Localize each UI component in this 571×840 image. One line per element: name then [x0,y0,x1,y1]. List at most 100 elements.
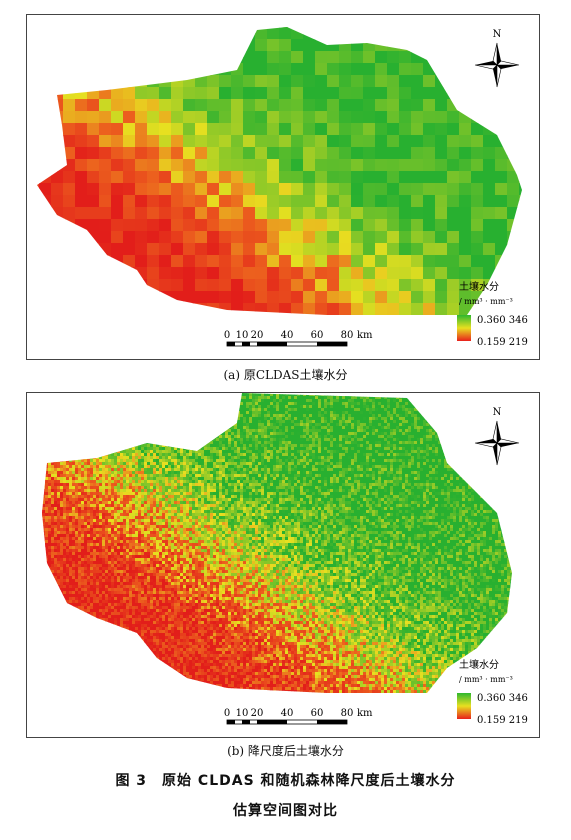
raster-cell [195,267,208,280]
raster-cell [183,243,196,256]
raster-cell [174,426,178,430]
raster-cell [84,429,88,433]
raster-cell [309,408,313,412]
raster-cell [162,423,166,427]
raster-cell [456,444,460,448]
raster-cell [504,405,508,409]
raster-cell [435,453,439,457]
raster-cell [504,402,508,406]
raster-cell [222,414,226,418]
raster-cell [267,450,271,454]
raster-cell [99,39,112,52]
raster-cell [117,435,121,439]
raster-cell [42,423,46,427]
raster-cell [258,441,262,445]
raster-cell [357,456,361,460]
raster-cell [138,429,142,433]
raster-cell [414,459,418,463]
raster-cell [483,39,496,52]
raster-cell [249,396,253,400]
raster-cell [84,459,88,463]
raster-cell [414,420,418,424]
raster-cell [342,393,346,397]
raster-cell [264,441,268,445]
raster-cell [474,459,478,463]
raster-cell [333,426,337,430]
raster-cell [75,435,79,439]
raster-cell [243,267,256,280]
raster-cell [285,447,289,451]
raster-cell [453,438,457,442]
raster-cell [267,99,280,112]
raster-cell [423,435,427,439]
raster-cell [312,444,316,448]
raster-cell [501,432,505,436]
raster-cell [195,243,208,256]
raster-cell [291,459,295,463]
raster-cell [492,456,496,460]
raster-cell [243,414,247,418]
raster-cell [60,423,64,427]
raster-cell [306,426,310,430]
raster-cell [60,420,64,424]
raster-cell [516,438,520,442]
raster-cell [297,414,301,418]
raster-cell [375,402,379,406]
raster-cell [195,255,208,268]
raster-cell [195,429,199,433]
raster-cell [507,399,511,403]
raster-cell [291,51,304,64]
raster-cell [468,411,472,415]
raster-cell [354,393,358,397]
raster-cell [444,396,448,400]
raster-cell [117,456,121,460]
raster-cell [37,219,40,232]
raster-cell [78,447,82,451]
raster-cell [219,444,223,448]
raster-cell [174,432,178,436]
raster-cell [411,231,424,244]
raster-cell [384,402,388,406]
raster-cell [192,441,196,445]
raster-cell [351,399,355,403]
raster-cell [471,159,484,172]
raster-cell [279,399,283,403]
raster-cell [300,417,304,421]
raster-cell [105,447,109,451]
raster-cell [102,441,106,445]
raster-cell [267,444,271,448]
raster-cell [123,303,136,315]
raster-cell [438,399,442,403]
raster-cell [495,393,499,397]
raster-cell [423,408,427,412]
raster-cell [315,411,319,415]
raster-cell [195,402,199,406]
raster-cell [357,438,361,442]
raster-cell [525,396,529,400]
raster-cell [249,459,253,463]
raster-cell [474,399,478,403]
raster-cell [234,429,238,433]
raster-cell [246,417,250,421]
raster-cell [207,441,211,445]
raster-cell [135,171,148,184]
raster-cell [321,414,325,418]
raster-cell [474,402,478,406]
raster-cell [408,408,412,412]
raster-cell [339,279,352,292]
raster-cell [114,438,118,442]
raster-cell [321,456,325,460]
raster-cell [399,219,412,232]
raster-cell [171,399,175,403]
raster-cell [225,417,229,421]
raster-cell [471,267,484,280]
raster-cell [363,453,367,457]
raster-cell [30,414,34,418]
raster-cell [75,279,88,292]
raster-cell [213,417,217,421]
raster-cell [267,459,271,463]
raster-cell [117,393,121,397]
raster-cell [249,417,253,421]
raster-cell [507,219,520,232]
raster-cell [87,462,91,466]
